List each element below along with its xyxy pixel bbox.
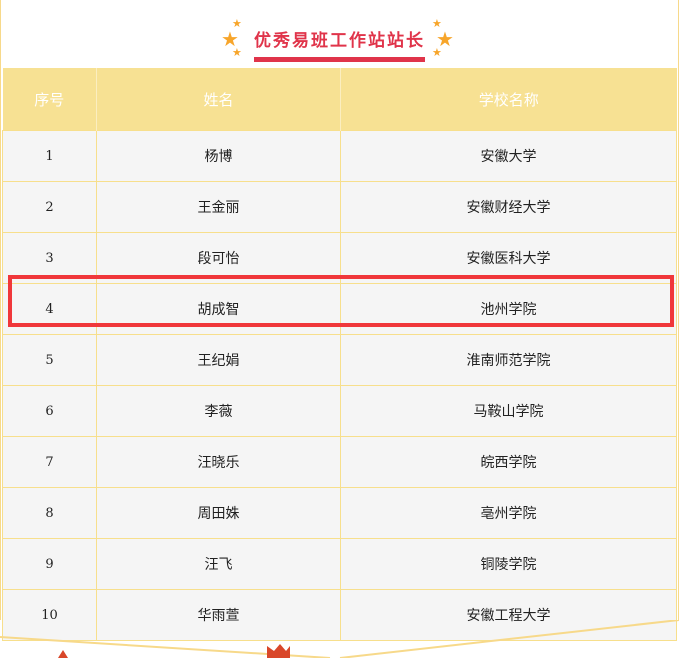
cell-index: 5	[2, 334, 97, 386]
cell-index: 1	[2, 130, 97, 182]
cell-name: 汪晓乐	[96, 436, 341, 488]
table-row: 7 汪晓乐 皖西学院	[2, 436, 677, 488]
table-row: 8 周田姝 亳州学院	[2, 487, 677, 539]
cell-school: 淮南师范学院	[340, 334, 677, 386]
table-row: 5 王纪娟 淮南师范学院	[2, 334, 677, 386]
cell-name: 周田姝	[96, 487, 341, 539]
cell-name: 李薇	[96, 385, 341, 437]
cell-name: 杨博	[96, 130, 341, 182]
cell-name: 华雨萱	[96, 589, 341, 641]
star-icon: ★	[232, 17, 242, 30]
award-table: 序号 姓名 学校名称 1 杨博 安徽大学 2 王金丽 安徽财经大学 3 段可怡 安徽医科大学 4 胡…	[2, 68, 677, 641]
table-row: 4 胡成智 池州学院	[2, 283, 677, 335]
cell-school: 马鞍山学院	[340, 385, 677, 437]
cell-name: 王纪娟	[96, 334, 341, 386]
cell-name: 王金丽	[96, 181, 341, 233]
table-row: 6 李薇 马鞍山学院	[2, 385, 677, 437]
table-row: 10 华雨萱 安徽工程大学	[2, 589, 677, 641]
cell-school: 安徽工程大学	[340, 589, 677, 641]
cell-index: 9	[2, 538, 97, 590]
cell-index: 10	[2, 589, 97, 641]
cell-name: 胡成智	[96, 283, 341, 335]
cell-index: 2	[2, 181, 97, 233]
star-icon: ★	[432, 46, 442, 59]
star-icon: ★	[221, 27, 239, 51]
cell-index: 6	[2, 385, 97, 437]
cell-index: 4	[2, 283, 97, 335]
star-icon: ★	[232, 46, 242, 59]
cell-school: 安徽大学	[340, 130, 677, 182]
cell-index: 7	[2, 436, 97, 488]
cell-school: 安徽医科大学	[340, 232, 677, 284]
table-row: 1 杨博 安徽大学	[2, 130, 677, 182]
cell-index: 8	[2, 487, 97, 539]
header-school: 学校名称	[340, 68, 677, 131]
cell-index: 3	[2, 232, 97, 284]
cell-school: 铜陵学院	[340, 538, 677, 590]
cell-school: 亳州学院	[340, 487, 677, 539]
cell-school: 皖西学院	[340, 436, 677, 488]
cell-school: 安徽财经大学	[340, 181, 677, 233]
cell-name: 段可怡	[96, 232, 341, 284]
cell-name: 汪飞	[96, 538, 341, 590]
star-icon: ★	[436, 27, 454, 51]
section-title: 优秀易班工作站站长	[254, 26, 425, 62]
header-name: 姓名	[96, 68, 341, 131]
decorative-footer	[0, 620, 679, 658]
cell-school: 池州学院	[340, 283, 677, 335]
table-row: 9 汪飞 铜陵学院	[2, 538, 677, 590]
header-index: 序号	[2, 68, 97, 131]
table-row: 2 王金丽 安徽财经大学	[2, 181, 677, 233]
star-icon: ★	[432, 17, 442, 30]
table-row: 3 段可怡 安徽医科大学	[2, 232, 677, 284]
